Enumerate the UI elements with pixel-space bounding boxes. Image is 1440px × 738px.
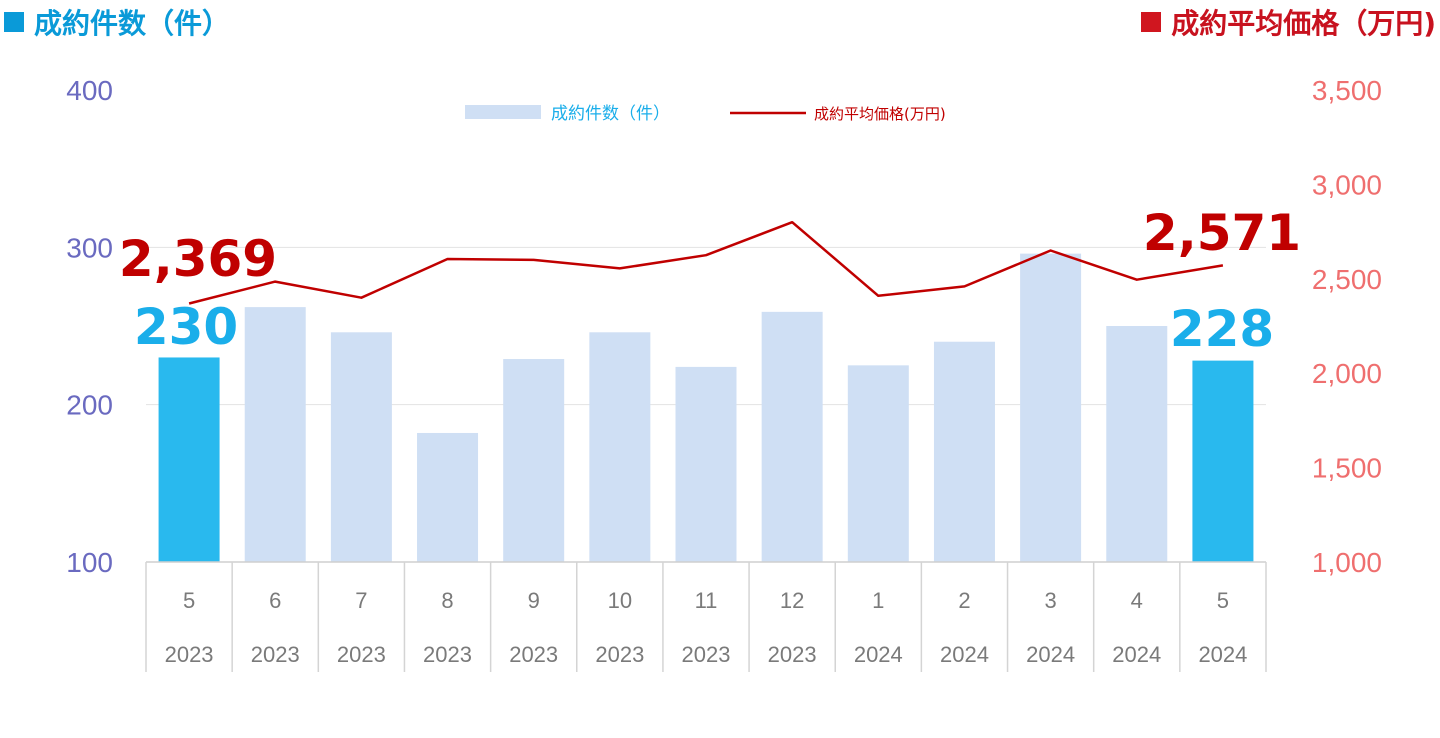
bar-0 bbox=[158, 357, 220, 562]
legend-bar-label: 成約件数（件） bbox=[551, 104, 670, 124]
left-y-tick: 300 bbox=[66, 232, 113, 263]
left-axis-header: 成約件数（件） bbox=[4, 2, 230, 42]
x-tick-month-10: 3 bbox=[1044, 588, 1056, 613]
legend-line-label: 成約平均価格(万円) bbox=[814, 105, 946, 123]
x-tick-month-4: 9 bbox=[528, 588, 540, 613]
x-tick-year-7: 2023 bbox=[768, 642, 817, 667]
blue-square-icon bbox=[4, 12, 24, 32]
left-y-tick: 200 bbox=[66, 390, 113, 421]
x-tick-month-1: 6 bbox=[269, 588, 281, 613]
x-tick-year-10: 2024 bbox=[1026, 642, 1075, 667]
line-label-first: 2,369 bbox=[119, 230, 277, 288]
x-tick-month-12: 5 bbox=[1217, 588, 1229, 613]
line-label-last: 2,571 bbox=[1143, 204, 1301, 262]
chart-legend: 成約件数（件） 成約平均価格(万円) bbox=[465, 104, 946, 124]
red-square-icon bbox=[1141, 12, 1162, 32]
x-tick-year-0: 2023 bbox=[165, 642, 214, 667]
bar-6 bbox=[675, 366, 737, 562]
x-tick-year-11: 2024 bbox=[1112, 642, 1161, 667]
x-tick-year-6: 2023 bbox=[682, 642, 731, 667]
x-tick-month-7: 12 bbox=[780, 588, 804, 613]
bar-10 bbox=[1020, 253, 1082, 563]
bar-2 bbox=[330, 332, 392, 562]
x-tick-year-2: 2023 bbox=[337, 642, 386, 667]
left-axis-header-text: 成約件数（件） bbox=[34, 7, 231, 40]
x-tick-month-8: 1 bbox=[872, 588, 884, 613]
x-tick-month-3: 8 bbox=[441, 588, 453, 613]
bar-label-first: 230 bbox=[134, 298, 238, 356]
x-tick-month-5: 10 bbox=[608, 588, 632, 613]
bar-1 bbox=[244, 307, 306, 562]
x-tick-year-12: 2024 bbox=[1198, 642, 1247, 667]
right-y-tick: 3,000 bbox=[1312, 169, 1382, 200]
right-axis-header-text: 成約平均価格（万円) bbox=[1171, 7, 1436, 40]
bar-12 bbox=[1192, 360, 1254, 562]
x-tick-year-9: 2024 bbox=[940, 642, 989, 667]
x-tick-month-0: 5 bbox=[183, 588, 195, 613]
right-y-tick: 3,500 bbox=[1312, 75, 1382, 106]
legend-bar-swatch bbox=[465, 105, 541, 119]
bar-4 bbox=[503, 359, 565, 562]
bar-11 bbox=[1106, 326, 1168, 562]
right-y-tick: 1,000 bbox=[1312, 547, 1382, 578]
right-y-tick: 1,500 bbox=[1312, 453, 1382, 484]
right-y-tick: 2,000 bbox=[1312, 358, 1382, 389]
x-tick-year-8: 2024 bbox=[854, 642, 903, 667]
x-tick-year-4: 2023 bbox=[509, 642, 558, 667]
right-y-tick: 2,500 bbox=[1312, 264, 1382, 295]
left-y-tick: 400 bbox=[66, 75, 113, 106]
bar-3 bbox=[417, 432, 479, 562]
x-tick-month-2: 7 bbox=[355, 588, 367, 613]
x-tick-month-11: 4 bbox=[1131, 588, 1143, 613]
bar-5 bbox=[589, 332, 651, 562]
bar-7 bbox=[761, 311, 823, 562]
x-tick-year-3: 2023 bbox=[423, 642, 472, 667]
bar-9 bbox=[933, 341, 995, 562]
bar-label-last: 228 bbox=[1170, 300, 1274, 358]
x-tick-year-1: 2023 bbox=[251, 642, 300, 667]
x-tick-year-5: 2023 bbox=[595, 642, 644, 667]
right-axis-header: 成約平均価格（万円) bbox=[1141, 2, 1436, 42]
x-tick-month-6: 11 bbox=[695, 588, 718, 613]
left-y-tick: 100 bbox=[66, 547, 113, 578]
x-tick-month-9: 2 bbox=[958, 588, 970, 613]
bar-8 bbox=[847, 365, 909, 562]
